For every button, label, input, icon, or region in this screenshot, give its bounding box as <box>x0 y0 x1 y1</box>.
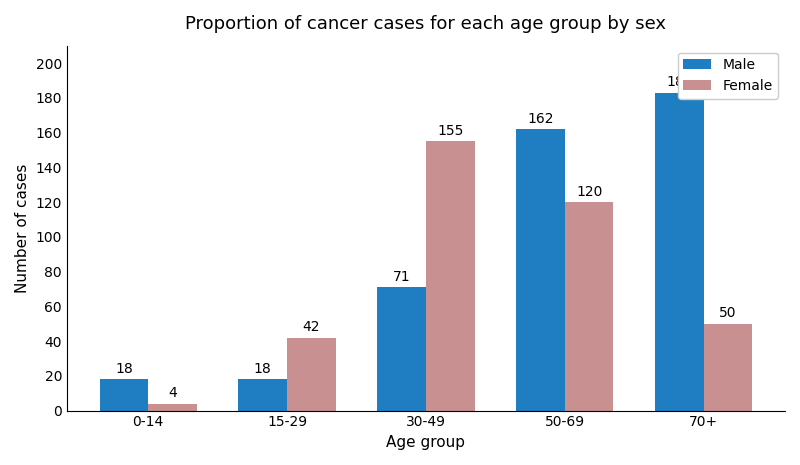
Bar <box>426 141 474 411</box>
Text: 155: 155 <box>437 124 463 138</box>
Text: 120: 120 <box>576 185 602 199</box>
Y-axis label: Number of cases: Number of cases <box>15 163 30 293</box>
Title: Proportion of cancer cases for each age group by sex: Proportion of cancer cases for each age … <box>186 15 666 33</box>
Bar <box>238 379 287 411</box>
Text: 50: 50 <box>719 306 737 320</box>
Bar <box>704 324 752 411</box>
Text: 18: 18 <box>254 362 272 376</box>
Text: 18: 18 <box>115 362 133 376</box>
Text: 42: 42 <box>302 320 320 334</box>
Bar <box>148 404 197 411</box>
Text: 183: 183 <box>666 75 693 89</box>
Bar <box>287 338 336 411</box>
Text: 71: 71 <box>393 270 410 284</box>
Text: 4: 4 <box>168 386 177 400</box>
Legend: Male, Female: Male, Female <box>678 53 778 99</box>
Bar <box>378 287 426 411</box>
X-axis label: Age group: Age group <box>386 435 466 450</box>
Bar <box>516 129 565 411</box>
Bar <box>565 202 614 411</box>
Bar <box>655 93 704 411</box>
Bar <box>99 379 148 411</box>
Text: 162: 162 <box>527 112 554 126</box>
